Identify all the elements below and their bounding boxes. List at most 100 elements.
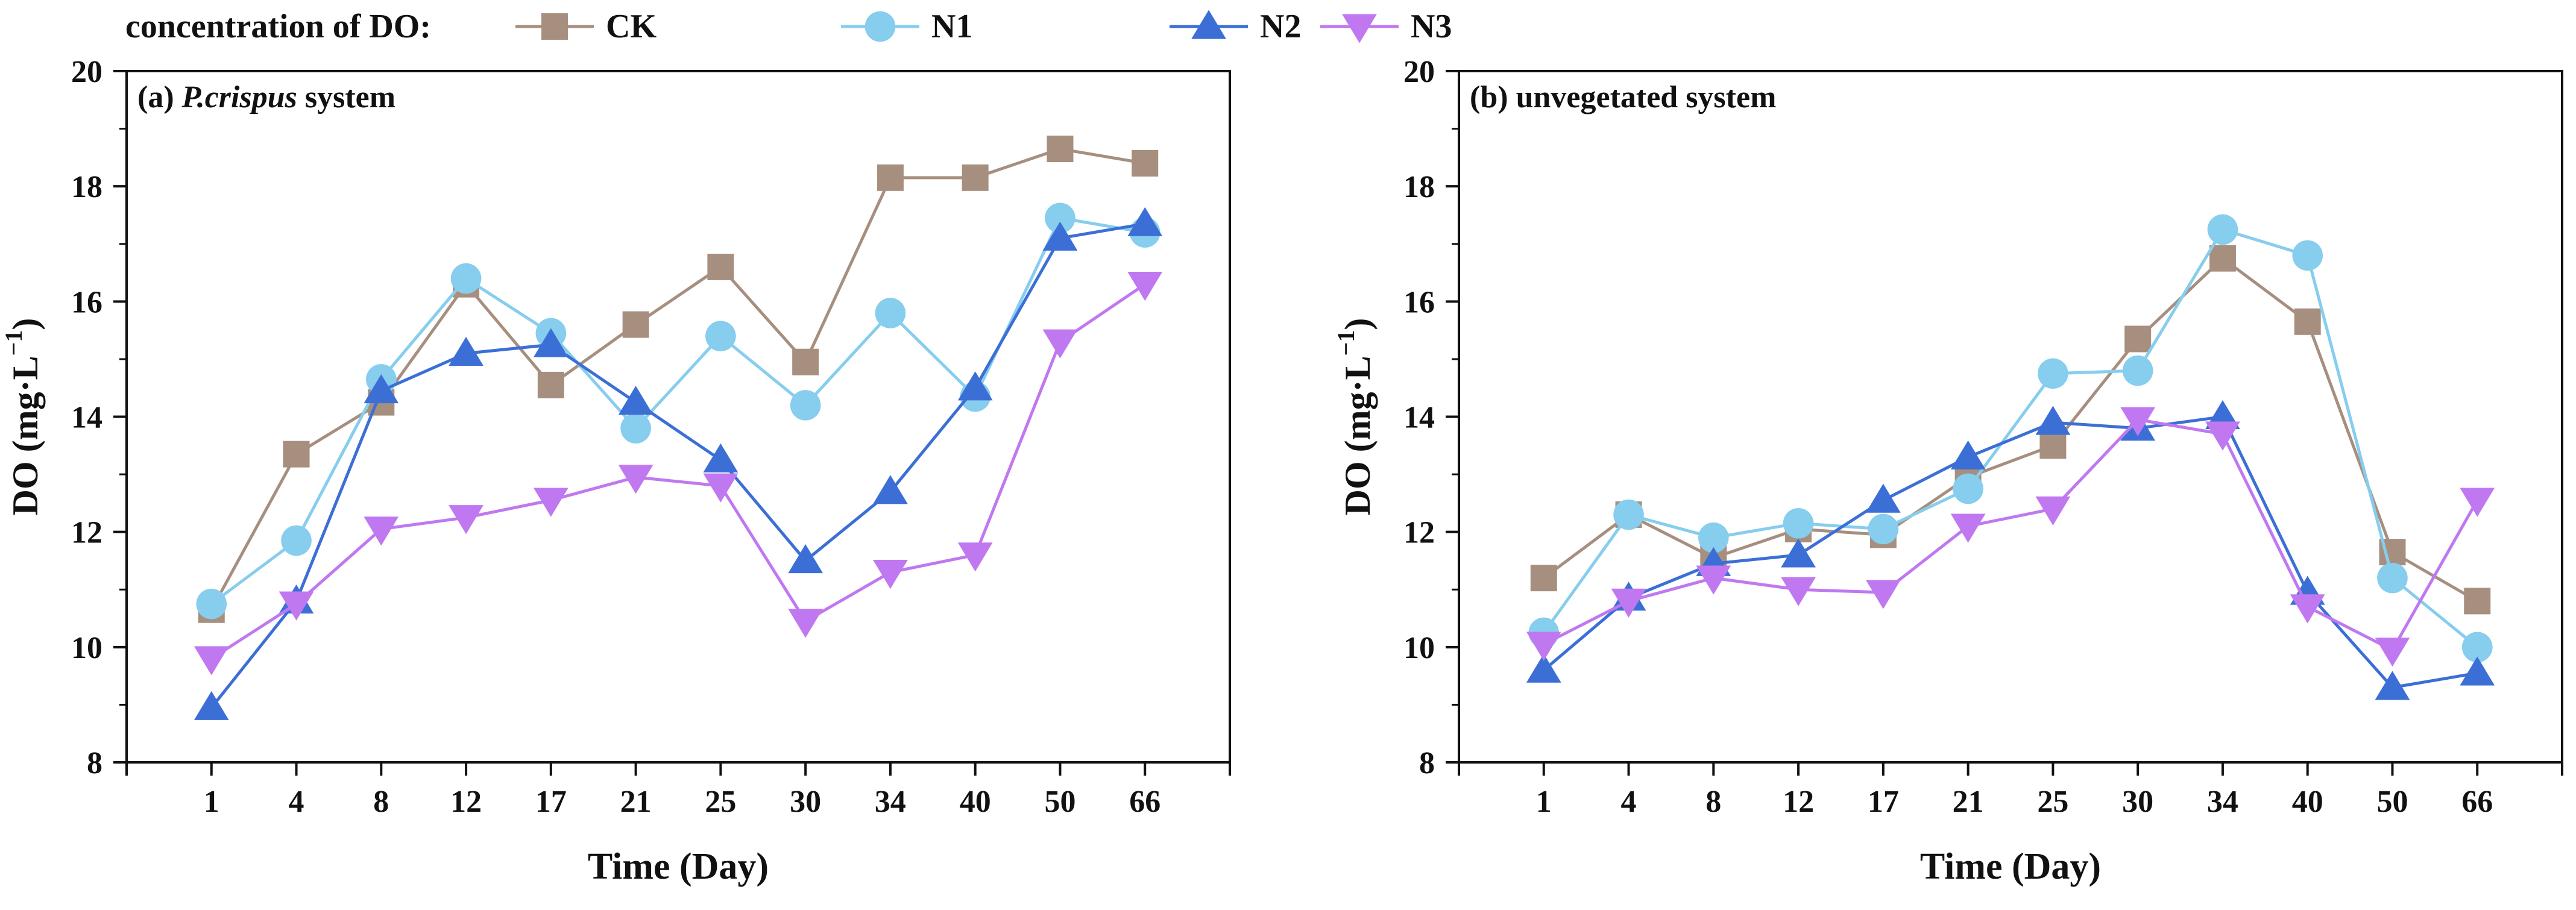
- x-tick-label: 8: [373, 785, 389, 819]
- x-tick-label: 4: [289, 785, 304, 819]
- panel-title-italic: P.crispus: [181, 80, 297, 115]
- data-point-ck: [877, 164, 904, 191]
- data-point-n2: [2375, 671, 2410, 700]
- series-line-n2: [210, 222, 1145, 709]
- data-point-n3: [2460, 488, 2495, 517]
- data-point-n1: [705, 321, 736, 351]
- data-point-n3: [449, 505, 483, 535]
- data-point-n1: [196, 588, 227, 620]
- data-point-n3: [1696, 565, 1731, 595]
- data-point-ck: [1132, 149, 1159, 177]
- data-point-n3: [788, 609, 824, 638]
- legend-label-ck: CK: [606, 8, 657, 45]
- data-point-n3: [618, 465, 653, 494]
- data-point-n1: [1045, 202, 1075, 234]
- x-tick-label: 66: [1129, 785, 1160, 819]
- data-point-ck: [283, 441, 310, 468]
- y-tick-label: 18: [1403, 170, 1435, 204]
- y-axis-label: DO (mg·L−1): [0, 318, 45, 516]
- data-point-n2: [194, 691, 229, 720]
- x-tick-label: 17: [1868, 785, 1899, 819]
- data-point-n3: [364, 516, 399, 546]
- data-point-ck: [2294, 308, 2321, 335]
- legend-item-ck: CK: [515, 8, 657, 45]
- legend-marker-ck: [541, 13, 568, 40]
- y-tick-label: 12: [71, 516, 102, 550]
- data-point-n3: [1865, 580, 1901, 609]
- plot-frame: [125, 70, 1231, 764]
- data-point-n1: [2038, 358, 2068, 389]
- data-point-n2: [1950, 440, 1986, 470]
- data-point-n3: [1950, 513, 1986, 543]
- data-point-n1: [450, 263, 482, 294]
- data-point-ck: [707, 253, 734, 280]
- x-tick-label: 12: [1783, 785, 1814, 819]
- y-tick-label: 14: [71, 401, 102, 435]
- data-point-n3: [1781, 577, 1816, 606]
- data-point-n2: [618, 386, 653, 415]
- y-tick-label: 16: [1403, 285, 1435, 319]
- panel-title: (a) P.crispus system: [137, 80, 395, 115]
- data-point-ck: [1047, 136, 1074, 163]
- data-point-n1: [875, 298, 906, 328]
- y-axis-label-superscript: −1: [1332, 330, 1359, 356]
- legend-label-n3: N3: [1411, 8, 1452, 45]
- x-tick-label: 50: [2376, 785, 2408, 819]
- y-axis-label-close: ): [1338, 318, 1378, 330]
- panel-label: (b): [1470, 80, 1516, 115]
- y-tick-label: 18: [71, 170, 102, 204]
- x-tick-label: 17: [535, 785, 567, 819]
- x-tick-label: 25: [705, 785, 736, 819]
- data-point-n2: [1781, 538, 1816, 568]
- series-line-n3: [1543, 418, 2479, 652]
- y-axis-label: DO (mg·L−1): [1332, 318, 1378, 516]
- data-point-n3: [703, 473, 738, 503]
- data-point-n2: [1526, 653, 1561, 683]
- x-tick-label: 25: [2037, 785, 2068, 819]
- panel-title: (b) unvegetated system: [1470, 80, 1776, 115]
- data-point-n2: [873, 475, 908, 504]
- series-line-n3: [210, 283, 1146, 661]
- y-tick-label: 8: [1419, 746, 1435, 780]
- legend: concentration of DO: CK N1 N2 N3: [125, 8, 1452, 45]
- series-n1: [196, 202, 1160, 620]
- data-point-n3: [2120, 407, 2156, 436]
- data-point-n1: [2377, 562, 2408, 594]
- data-point-n2: [2035, 406, 2071, 435]
- data-point-n1: [1613, 499, 1644, 530]
- series-n1: [1528, 214, 2493, 663]
- data-point-n2: [957, 371, 993, 401]
- data-point-n3: [194, 646, 229, 676]
- data-point-n1: [2122, 355, 2153, 386]
- y-tick-label: 14: [1403, 401, 1435, 435]
- data-point-n1: [2207, 214, 2238, 245]
- legend-title: concentration of DO:: [125, 8, 431, 45]
- data-point-ck: [622, 311, 649, 338]
- data-point-ck: [792, 348, 819, 375]
- x-tick-label: 40: [2292, 785, 2323, 819]
- legend-item-n3: N3: [1320, 8, 1452, 45]
- data-point-n2: [533, 328, 568, 357]
- data-point-n1: [1953, 473, 1983, 504]
- series-line-n1: [210, 216, 1145, 606]
- data-point-ck: [2039, 432, 2067, 459]
- data-point-ck: [1530, 565, 1557, 592]
- x-tick-label: 40: [960, 785, 991, 819]
- data-point-n3: [957, 542, 993, 572]
- panel-title-text: unvegetated system: [1516, 80, 1777, 115]
- series-n3: [1526, 407, 2495, 667]
- y-tick-label: 12: [1403, 516, 1435, 550]
- data-point-n3: [1042, 329, 1078, 359]
- y-tick-label: 10: [1403, 631, 1435, 665]
- x-tick-label: 21: [620, 785, 652, 819]
- x-tick-label: 1: [204, 785, 219, 819]
- data-point-ck: [2209, 245, 2236, 272]
- y-tick-label: 10: [71, 631, 102, 665]
- data-point-ck: [537, 371, 564, 398]
- data-point-n3: [279, 591, 314, 621]
- x-tick-label: 8: [1705, 785, 1721, 819]
- data-point-n2: [1865, 483, 1901, 513]
- x-tick-label: 34: [2207, 785, 2238, 819]
- series-line-ck: [1543, 257, 2478, 603]
